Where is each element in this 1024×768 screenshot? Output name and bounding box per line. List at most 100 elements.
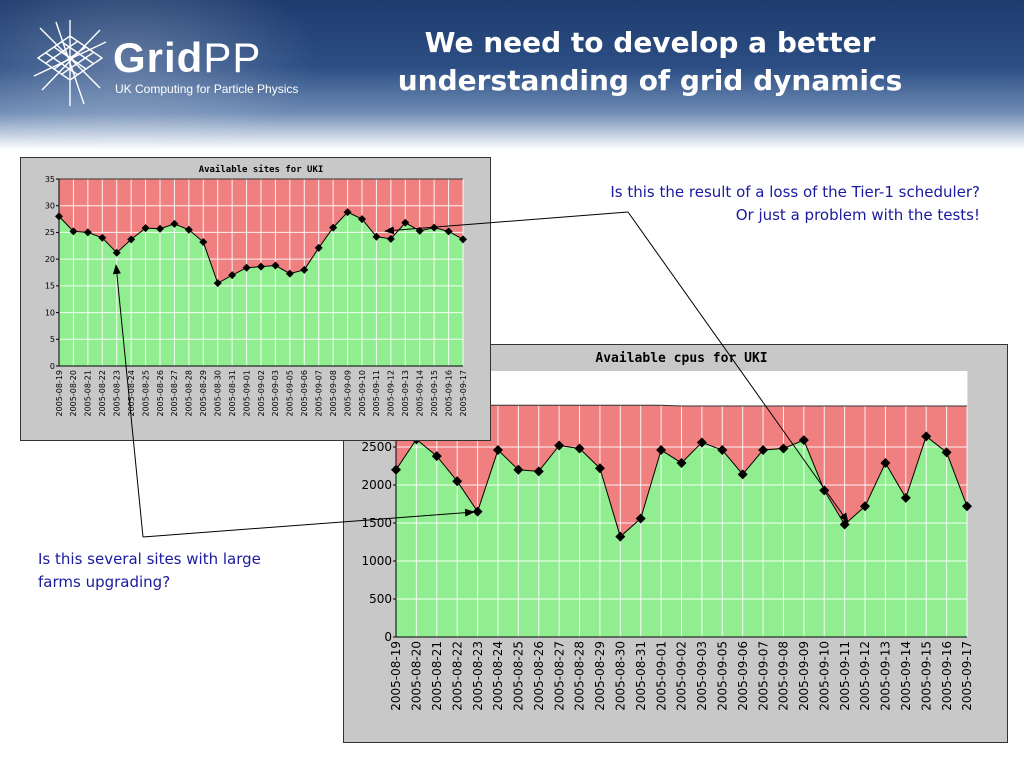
x-tick-label: 2005-09-08: [329, 370, 338, 417]
x-tick-label: 2005-08-23: [113, 370, 122, 417]
x-tick-label: 2005-09-03: [271, 370, 280, 417]
data-point: [941, 447, 952, 458]
data-point: [141, 224, 150, 233]
x-tick-label: 2005-08-31: [228, 370, 237, 417]
data-point: [285, 269, 294, 278]
x-tick-label: 2005-08-21: [430, 641, 444, 711]
y-tick-label: 20: [45, 255, 55, 264]
x-tick-label: 2005-09-16: [444, 370, 453, 417]
x-tick-label: 2005-08-24: [491, 641, 505, 711]
x-tick-label: 2005-09-11: [372, 370, 381, 417]
x-tick-label: 2005-09-17: [960, 641, 974, 711]
y-tick-label: 0: [50, 362, 55, 371]
data-point: [213, 279, 222, 288]
y-tick-label: 2000: [361, 478, 392, 492]
annotation-tier1-line2: Or just a problem with the tests!: [735, 206, 980, 224]
x-tick-label: 2005-08-29: [199, 370, 208, 417]
data-point: [594, 463, 605, 474]
data-point: [900, 492, 911, 503]
annotation-farms-line1: Is this several sites with large: [38, 550, 261, 568]
x-tick-label: 2005-08-27: [170, 370, 179, 417]
slide-title: We need to develop a better understandin…: [360, 24, 940, 100]
x-tick-label: 2005-08-30: [614, 641, 628, 711]
data-point: [472, 506, 483, 517]
x-tick-label: 2005-09-08: [777, 641, 791, 711]
x-tick-label: 2005-08-20: [410, 641, 424, 711]
data-point: [314, 243, 323, 252]
y-tick-label: 25: [45, 228, 55, 237]
x-tick-label: 2005-09-06: [736, 641, 750, 711]
data-point: [300, 265, 309, 274]
x-tick-label: 2005-09-05: [286, 370, 295, 417]
y-tick-label: 15: [45, 282, 55, 291]
annotation-tier1-line1: Is this the result of a loss of the Tier…: [610, 183, 980, 201]
data-point: [860, 501, 871, 512]
x-tick-label: 2005-08-20: [69, 370, 78, 417]
x-tick-label: 2005-09-11: [838, 641, 852, 711]
data-point: [69, 227, 78, 236]
y-tick-label: 10: [45, 308, 55, 317]
annotation-tier1: Is this the result of a loss of the Tier…: [480, 181, 980, 227]
brand-name: GridPP: [113, 34, 261, 82]
x-tick-label: 2005-08-24: [127, 370, 136, 417]
x-tick-label: 2005-08-29: [593, 641, 607, 711]
x-tick-label: 2005-09-16: [940, 641, 954, 711]
gridpp-logo-icon: [33, 20, 107, 106]
title-line-1: We need to develop a better: [424, 26, 876, 59]
data-point: [880, 457, 891, 468]
x-tick-label: 2005-09-09: [797, 641, 811, 711]
data-point: [83, 228, 92, 237]
data-point: [452, 476, 463, 487]
data-point: [921, 431, 932, 442]
y-tick-label: 500: [369, 592, 392, 606]
x-tick-label: 2005-08-25: [512, 641, 526, 711]
x-tick-label: 2005-09-15: [430, 370, 439, 417]
slide-header: GridPP UK Computing for Particle Physics…: [0, 0, 1024, 150]
x-tick-label: 2005-08-31: [634, 641, 648, 711]
data-point: [615, 531, 626, 542]
x-tick-label: 2005-09-07: [756, 641, 770, 711]
brand-pp: PP: [203, 34, 262, 81]
data-point: [343, 208, 352, 217]
sites-chart-svg: 0 5 10 15 20 25 30 35 2005-08-19 2005-08-20 2005-0…: [45, 164, 468, 417]
x-tick-label: 2005-09-01: [654, 641, 668, 711]
x-tick-label: 2005-09-09: [343, 370, 352, 417]
x-tick-label: 2005-09-13: [879, 641, 893, 711]
annotation-farms: Is this several sites with large farms u…: [38, 548, 328, 594]
x-tick-label: 2005-09-10: [817, 641, 831, 711]
data-point: [184, 225, 193, 234]
y-tick-label: 30: [45, 202, 55, 211]
x-tick-label: 2005-09-06: [300, 370, 309, 417]
x-tick-label: 2005-08-22: [98, 370, 107, 417]
x-tick-label: 2005-09-02: [257, 370, 266, 417]
x-tick-label: 2005-09-03: [695, 641, 709, 711]
y-tick-label: 5: [50, 335, 55, 344]
x-tick-label: 2005-08-19: [55, 370, 64, 417]
data-point: [386, 234, 395, 243]
data-point: [459, 235, 467, 244]
brand-grid: Grid: [113, 34, 204, 81]
x-tick-label: 2005-08-26: [156, 370, 165, 417]
data-point: [228, 271, 237, 280]
brand-tagline: UK Computing for Particle Physics: [115, 82, 299, 96]
data-point: [962, 501, 972, 512]
data-point: [257, 262, 265, 271]
y-tick-label: 35: [45, 175, 55, 184]
x-tick-label: 2005-08-26: [532, 641, 546, 711]
x-tick-label: 2005-09-05: [715, 641, 729, 711]
y-tick-label: 1500: [361, 516, 392, 530]
data-point: [492, 445, 503, 456]
data-point: [329, 223, 338, 232]
title-line-2: understanding of grid dynamics: [397, 64, 903, 97]
data-point: [533, 466, 544, 477]
x-tick-label: 2005-09-14: [899, 641, 913, 711]
y-tick-label: 2500: [361, 440, 392, 454]
x-tick-label: 2005-08-28: [185, 370, 194, 417]
x-tick-label: 2005-08-30: [214, 370, 223, 417]
data-point: [98, 233, 107, 242]
x-tick-label: 2005-08-25: [141, 370, 150, 417]
chart-title: Available cpus for UKI: [595, 351, 767, 366]
x-tick-label: 2005-08-21: [84, 370, 93, 417]
annotation-farms-line2: farms upgrading?: [38, 573, 171, 591]
header-glow: [0, 0, 320, 150]
